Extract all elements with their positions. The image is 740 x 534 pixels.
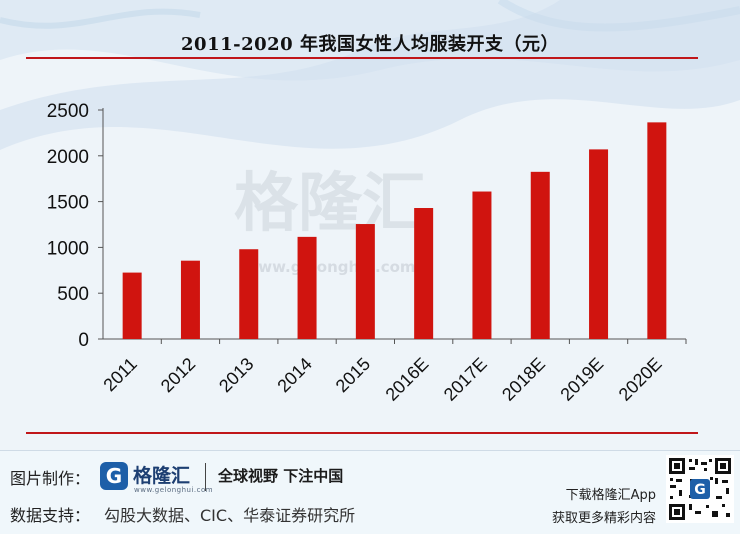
- x-tick-label: 2014: [273, 354, 315, 396]
- brand-logo-text: 格隆汇: [133, 465, 191, 487]
- bar-2013: [239, 249, 259, 339]
- bar-2012: [180, 260, 200, 339]
- y-tick-labels: 0 500 1000 1500 2000 2500: [47, 101, 89, 351]
- y-tick-label: 2000: [47, 147, 89, 168]
- svg-text:G: G: [694, 482, 706, 498]
- app-download-text[interactable]: 下载格隆汇App: [565, 488, 656, 503]
- chart-bottom-divider: [26, 432, 698, 434]
- source-text: 勾股大数据、CIC、华泰证券研究所: [104, 506, 356, 525]
- x-tick-label: 2015: [332, 354, 374, 396]
- bar-chart: 格隆汇 www.gelonghui.com 2011 2012 2013 2014 20…: [47, 101, 687, 405]
- x-tick-label: 2013: [215, 354, 257, 396]
- bar-2014: [297, 236, 317, 339]
- watermark: 格隆汇 www.gelonghui.com: [234, 167, 426, 276]
- chart-axes: [98, 108, 687, 344]
- bar-2017E: [472, 191, 492, 339]
- chart-bars: [122, 122, 667, 339]
- brand-logo-icon: G: [100, 462, 128, 490]
- footer-separator: [205, 463, 206, 491]
- qr-code-icon[interactable]: G: [666, 455, 734, 523]
- title-divider: [26, 57, 698, 59]
- bar-2020E: [647, 122, 667, 339]
- y-tick-label: 2500: [47, 101, 89, 122]
- footer-slogan: 全球视野 下注中国: [218, 467, 344, 485]
- chart-title: 2011-2020 年我国女性人均服装开支（元）: [181, 34, 559, 55]
- x-tick-label: 2018E: [498, 354, 549, 405]
- watermark-brand: 格隆汇: [234, 167, 426, 241]
- brand-logo[interactable]: G 格隆汇 www.gelonghui.com: [100, 459, 300, 499]
- footer: 图片制作： G 格隆汇 www.gelonghui.com 全球视野 下注中国 …: [0, 450, 740, 534]
- x-tick-label: 2011: [99, 354, 141, 396]
- x-tick-label: 2017E: [440, 354, 491, 405]
- watermark-url: www.gelonghui.com: [244, 258, 415, 276]
- y-tick-label: 0: [78, 330, 89, 351]
- y-tick-label: 1000: [47, 238, 89, 259]
- brand-logo-url: www.gelonghui.com: [134, 486, 214, 494]
- bar-2019E: [589, 149, 609, 339]
- x-tick-label: 2019E: [556, 354, 607, 405]
- bar-2016E: [414, 208, 434, 339]
- x-tick-labels: 2011 2012 2013 2014 2015 2016E 2017E 2018E 2019E…: [99, 354, 665, 405]
- bar-2018E: [530, 171, 550, 339]
- y-tick-label: 1500: [47, 193, 89, 214]
- made-by-label: 图片制作：: [10, 469, 91, 488]
- x-tick-label: 2012: [157, 354, 199, 396]
- bar-2015: [355, 224, 375, 339]
- y-tick-label: 500: [57, 284, 89, 305]
- bar-2011: [122, 272, 142, 339]
- x-tick-label: 2020E: [615, 354, 666, 405]
- source-label: 数据支持：: [10, 506, 91, 525]
- x-tick-label: 2016E: [382, 354, 433, 405]
- app-more-text: 获取更多精彩内容: [551, 511, 656, 526]
